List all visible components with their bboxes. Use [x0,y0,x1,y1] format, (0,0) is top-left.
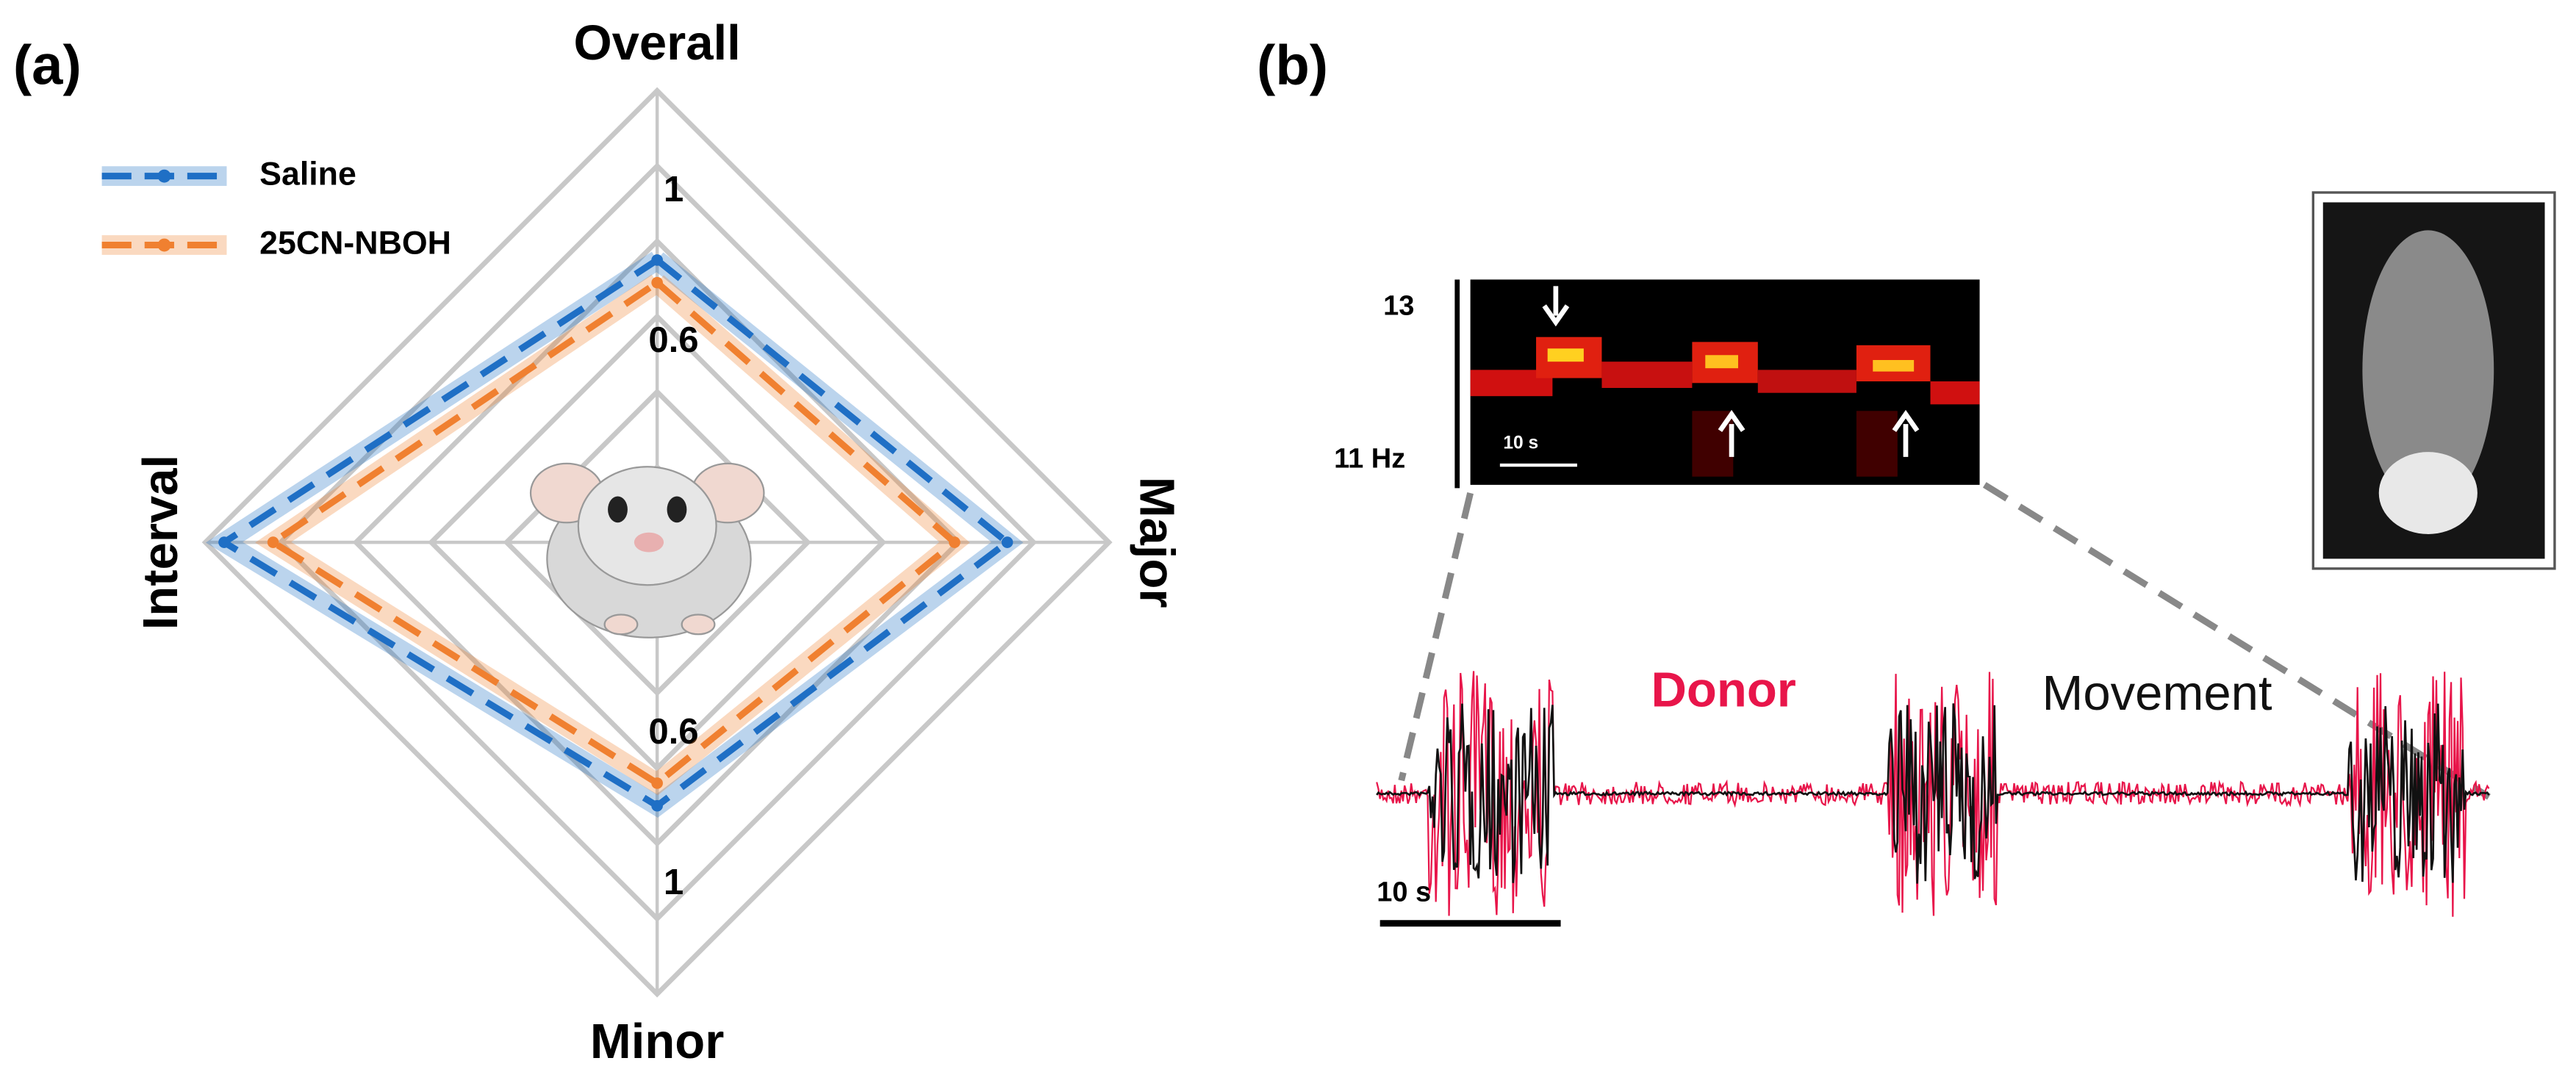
tick-label: 1 [664,169,684,209]
spectrogram-scale-label: 10 s [1503,433,1538,453]
series-point [218,536,230,548]
legend-dot [157,169,171,183]
spectrogram: 10 s 13 11 Hz [1334,279,1980,489]
zoom-line [1398,492,1474,782]
series-point [651,254,663,266]
series-point [651,777,663,789]
tick-label: 0.6 [648,711,698,752]
legend-dot [157,238,171,252]
tick-label: 1 [664,862,684,902]
axis-label: Interval [133,455,188,630]
panel-label: (b) [1257,34,1328,96]
series-point [1001,536,1013,548]
panel-label: (a) [13,34,82,96]
axis-label: Overall [573,15,740,71]
freq-label: 11 Hz [1334,443,1405,474]
series-point [948,536,961,548]
series-point [651,276,663,289]
tick-label: 0.6 [648,320,698,360]
series-point [267,536,279,548]
traces [1376,671,2490,917]
freq-label: 13 [1383,290,1414,321]
movement-trace [1376,703,2490,884]
legend-label: Saline [259,156,356,192]
donor-trace [1376,671,2490,917]
legend-label: 25CN-NBOH [259,225,451,261]
series-point [651,799,663,812]
axis-label: Minor [590,1014,724,1069]
scale-label: 10 s [1377,877,1431,908]
trace-label: Movement [2042,666,2272,721]
photo-inset [2311,191,2556,570]
series-line [267,279,960,788]
axis-label: Major [1129,477,1184,608]
trace-label: Donor [1651,662,1796,717]
radar-chart: Overall Major Minor Interval 0.6 0.6 1 1 Saline 2… [101,15,1184,1069]
mouse-illustration [529,462,765,638]
